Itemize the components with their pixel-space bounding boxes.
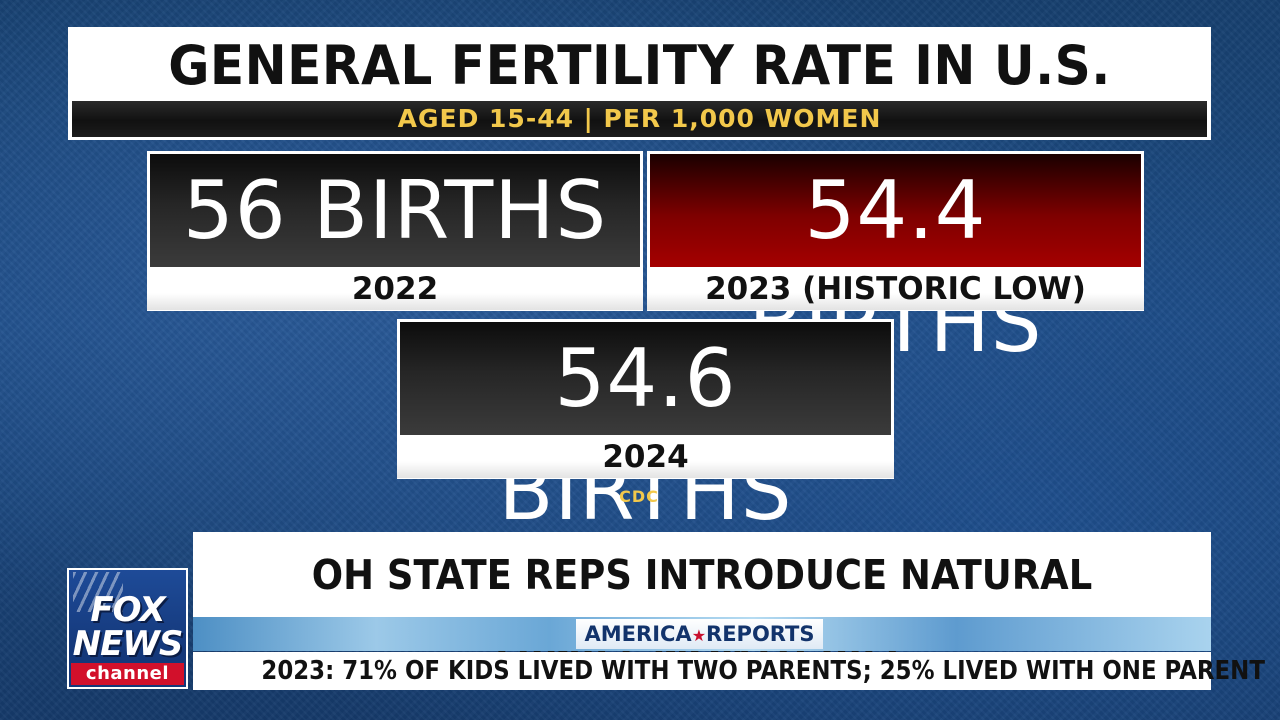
graphic-subtitle: AGED 15-44 | PER 1,000 WOMEN — [72, 101, 1207, 137]
logo-searchlight-icon — [73, 572, 123, 612]
stat-year: 2023 (HISTORIC LOW) — [647, 268, 1144, 310]
logo-news-text: NEWS — [72, 624, 184, 664]
stat-value: 56 BIRTHS — [150, 154, 640, 267]
logo-channel-text: channel — [71, 663, 184, 685]
graphic-title: GENERAL FERTILITY RATE IN U.S. — [168, 34, 1111, 97]
lower-third-ticker: 2023: 71% OF KIDS LIVED WITH TWO PARENTS… — [193, 652, 1265, 690]
stat-year: 2024 — [397, 436, 894, 478]
stat-card-2023: 54.4 BIRTHS 2023 (HISTORIC LOW) — [647, 151, 1144, 370]
stat-value: 54.4 BIRTHS — [650, 154, 1141, 370]
lower-third-headline: OH STATE REPS INTRODUCE NATURAL FAMILY M… — [193, 532, 1211, 673]
source-credit: CDC — [619, 487, 659, 506]
headline-text: OH STATE REPS INTRODUCE NATURAL FAMILY M… — [311, 551, 1093, 673]
stat-card-2022: 56 BIRTHS 2022 — [147, 151, 643, 311]
stat-card-2024: 54.6 BIRTHS 2024 — [397, 319, 894, 538]
show-name-right: REPORTS — [706, 622, 815, 646]
ticker-text: 2023: 71% OF KIDS LIVED WITH TWO PARENTS… — [261, 656, 1265, 686]
logo-fox-text: FOX — [90, 590, 165, 630]
stat-year: 2022 — [147, 268, 643, 310]
title-panel: GENERAL FERTILITY RATE IN U.S. AGED 15-4… — [68, 27, 1211, 140]
star-icon: ★ — [691, 626, 707, 645]
show-name-label: AMERICA★REPORTS — [576, 619, 823, 649]
fox-news-logo: FOX NEWS channel — [67, 568, 188, 689]
show-name-bar: AMERICA★REPORTS — [193, 617, 1211, 651]
stat-value: 54.6 BIRTHS — [400, 322, 891, 538]
show-name-left: AMERICA — [584, 622, 692, 646]
